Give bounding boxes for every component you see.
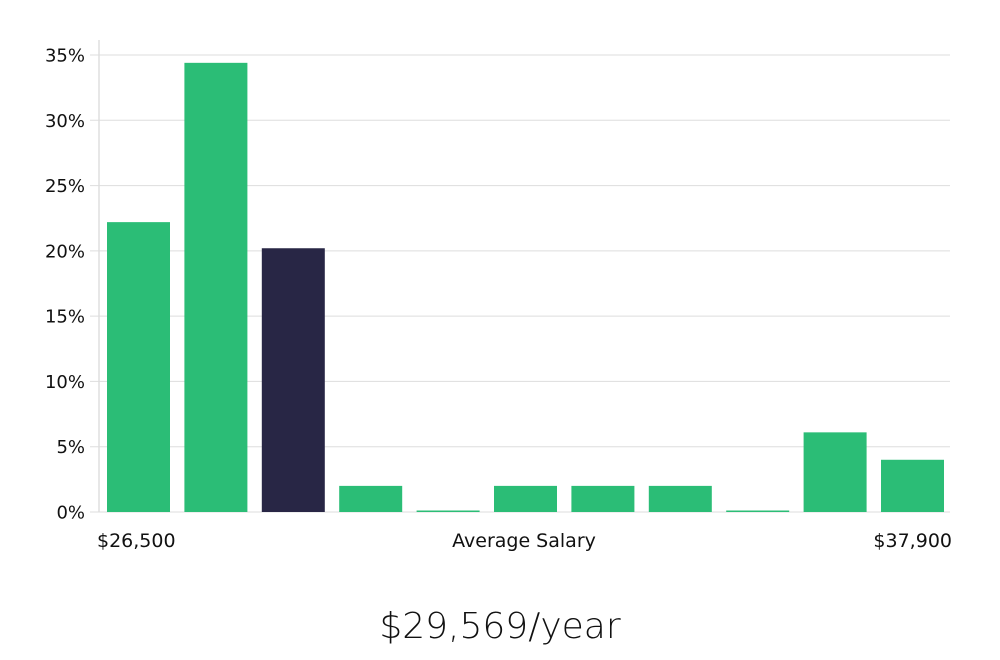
y-tick-label: 15% <box>45 307 85 328</box>
y-tick-label: 0% <box>56 503 85 524</box>
average-salary-value: $29,569/year <box>379 606 621 647</box>
bar <box>881 459 944 512</box>
bar <box>571 485 635 512</box>
bar <box>803 432 867 512</box>
y-axis-ticks: 0% 5% 10% 15% 20% 25% 30% 35% <box>45 46 85 524</box>
y-tick-label: 30% <box>45 111 85 132</box>
x-axis-title: Average Salary <box>452 530 596 552</box>
x-label-max: $37,900 <box>873 530 952 552</box>
x-axis-labels: $26,500 Average Salary $37,900 <box>97 530 952 552</box>
bar <box>339 485 403 512</box>
y-tick-label: 25% <box>45 176 85 197</box>
bar <box>184 62 248 512</box>
bar <box>494 485 557 512</box>
bar <box>648 485 712 512</box>
bars <box>107 62 944 513</box>
bar <box>726 510 790 512</box>
y-tick-label: 35% <box>45 46 85 67</box>
bar <box>416 510 480 512</box>
bar-highlighted <box>261 248 325 512</box>
salary-histogram: 0% 5% 10% 15% 20% 25% 30% 35% $26,500 Average S… <box>45 40 952 552</box>
x-label-min: $26,500 <box>97 530 176 552</box>
y-tick-label: 5% <box>56 437 85 458</box>
y-tick-label: 20% <box>45 241 85 262</box>
y-tick-label: 10% <box>45 372 85 393</box>
bar <box>107 222 170 513</box>
